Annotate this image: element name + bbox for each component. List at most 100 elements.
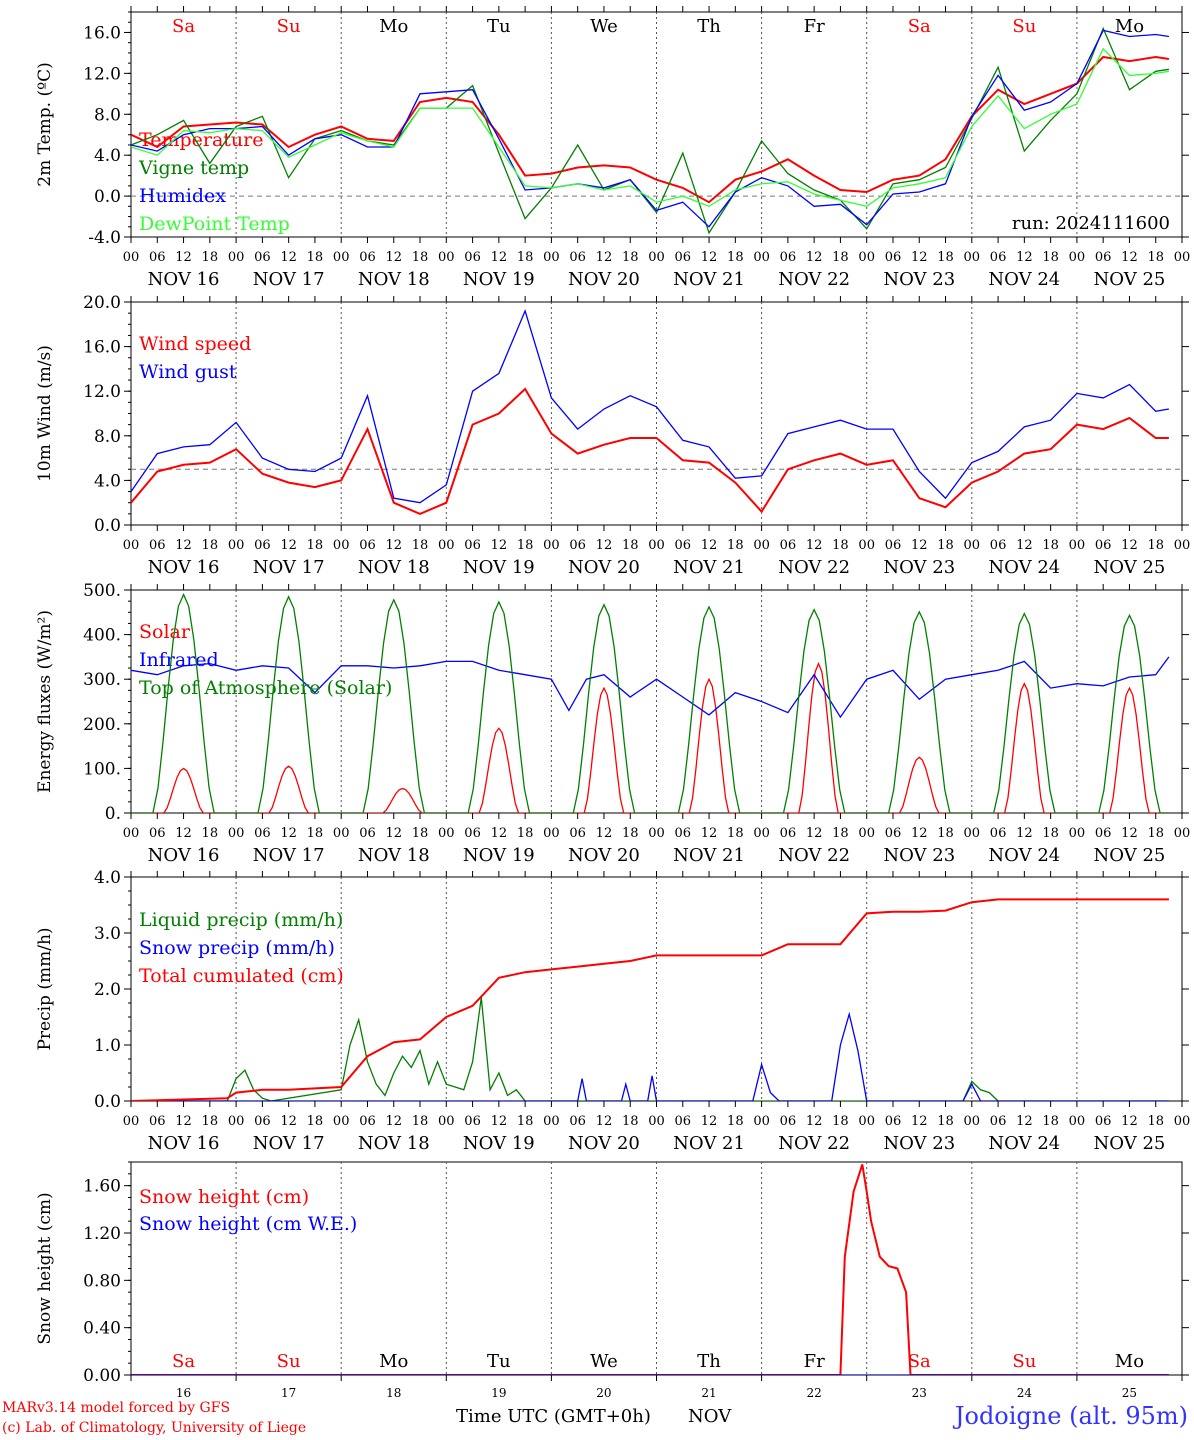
x-hour-label: 00 <box>333 1114 350 1129</box>
x-date-label: NOV 23 <box>883 845 955 866</box>
y-tick-label: 4.0 <box>94 471 121 491</box>
weekday-label: Mo <box>1115 1351 1144 1372</box>
x-day-number: 22 <box>807 1386 822 1400</box>
x-hour-label: 00 <box>228 1114 245 1129</box>
x-date-label: NOV 17 <box>253 845 325 866</box>
y-tick-label: 0.0 <box>94 1092 121 1112</box>
x-hour-label: 12 <box>385 250 402 265</box>
x-hour-label: 18 <box>307 250 324 265</box>
x-hour-label: 18 <box>412 1114 429 1129</box>
x-hour-label: 06 <box>149 250 166 265</box>
x-hour-label: 12 <box>911 826 928 841</box>
x-hour-label: 00 <box>858 538 875 553</box>
y-axis-title: 10m Wind (m/s) <box>35 345 55 482</box>
x-hour-label: 18 <box>517 826 534 841</box>
x-hour-label: 12 <box>1121 1114 1138 1129</box>
x-hour-label: 00 <box>228 250 245 265</box>
x-hour-label: 18 <box>1147 538 1164 553</box>
x-hour-label: 12 <box>491 250 508 265</box>
x-date-label: NOV 18 <box>358 269 430 290</box>
y-tick-label: 4.0 <box>94 868 121 888</box>
y-tick-label: 300. <box>83 670 121 690</box>
x-hour-label: 12 <box>596 1114 613 1129</box>
x-hour-label: 12 <box>1121 826 1138 841</box>
x-hour-label: 12 <box>491 1114 508 1129</box>
x-date-label: NOV 16 <box>148 557 220 578</box>
x-date-label: NOV 18 <box>358 1133 430 1154</box>
x-hour-label: 18 <box>1042 538 1059 553</box>
y-axis-title: Precip (mm/h) <box>35 927 55 1050</box>
x-date-label: NOV 24 <box>988 269 1060 290</box>
weekday-label: We <box>590 1351 618 1372</box>
x-hour-label: 06 <box>254 538 271 553</box>
x-hour-label: 18 <box>937 538 954 553</box>
x-hour-label: 12 <box>385 1114 402 1129</box>
x-date-label: NOV 25 <box>1094 557 1166 578</box>
x-hour-label: 18 <box>412 250 429 265</box>
x-hour-label: 12 <box>491 538 508 553</box>
x-hour-label: 18 <box>202 250 219 265</box>
x-hour-label: 18 <box>622 1114 639 1129</box>
x-hour-label: 18 <box>517 250 534 265</box>
x-date-label: NOV 21 <box>673 269 745 290</box>
x-hour-label: 06 <box>1095 250 1112 265</box>
x-date-label: NOV 18 <box>358 557 430 578</box>
x-hour-label: 06 <box>359 1114 376 1129</box>
chart-panel: 0.0 4.0 8.0 12.0 16.0 20.0 10m Wind (m/s) 00 06 1… <box>35 293 1190 578</box>
series-line <box>131 55 1170 204</box>
y-tick-label: 16.0 <box>83 23 121 43</box>
x-hour-label: 12 <box>280 250 297 265</box>
weekday-label: Mo <box>379 1351 408 1372</box>
x-hour-label: 12 <box>596 538 613 553</box>
x-hour-label: 18 <box>622 826 639 841</box>
x-hour-label: 06 <box>569 1114 586 1129</box>
x-hour-label: 12 <box>806 826 823 841</box>
x-hour-label: 00 <box>438 538 455 553</box>
legend-entry: Liquid precip (mm/h) <box>139 909 343 931</box>
y-axis-title: Energy fluxes (W/m²) <box>35 610 55 793</box>
x-hour-label: 12 <box>911 1114 928 1129</box>
x-day-number: 21 <box>701 1386 716 1400</box>
legend-entry: Temperature <box>139 129 263 151</box>
x-date-label: NOV 23 <box>883 557 955 578</box>
legend-entry: Vigne temp <box>138 157 249 179</box>
x-hour-label: 12 <box>806 1114 823 1129</box>
x-hour-label: 18 <box>1147 826 1164 841</box>
x-hour-label: 00 <box>753 826 770 841</box>
x-date-label: NOV 25 <box>1094 845 1166 866</box>
y-tick-label: 0.0 <box>94 516 121 536</box>
x-hour-label: 00 <box>648 826 665 841</box>
x-hour-label: 00 <box>1174 538 1191 553</box>
x-date-label: NOV 22 <box>778 557 850 578</box>
x-day-number: 24 <box>1017 1386 1033 1400</box>
series-line <box>131 997 1169 1101</box>
legend-entry: Humidex <box>139 185 226 207</box>
x-hour-label: 00 <box>964 250 981 265</box>
x-hour-label: 06 <box>149 538 166 553</box>
x-hour-label: 18 <box>412 538 429 553</box>
x-hour-label: 06 <box>464 1114 481 1129</box>
x-hour-label: 12 <box>1121 538 1138 553</box>
x-hour-label: 06 <box>569 538 586 553</box>
x-hour-label: 00 <box>858 250 875 265</box>
x-day-number: 19 <box>491 1386 506 1400</box>
weekday-label: Su <box>1012 1351 1036 1372</box>
y-tick-label: 2.0 <box>94 980 121 1000</box>
lab-credit: (c) Lab. of Climatology, University of L… <box>2 1420 307 1436</box>
y-tick-label: 1.0 <box>94 1036 121 1056</box>
x-hour-label: 06 <box>780 250 797 265</box>
x-hour-label: 06 <box>359 250 376 265</box>
x-hour-label: 18 <box>937 1114 954 1129</box>
x-date-label: NOV 25 <box>1094 1133 1166 1154</box>
x-hour-label: 06 <box>359 826 376 841</box>
legend-entry: Wind gust <box>139 361 237 383</box>
x-hour-label: 06 <box>885 538 902 553</box>
x-hour-label: 06 <box>569 250 586 265</box>
x-hour-label: 12 <box>385 826 402 841</box>
x-hour-label: 00 <box>964 538 981 553</box>
x-hour-label: 06 <box>885 250 902 265</box>
weekday-label: Tu <box>487 1351 511 1372</box>
y-tick-label: 1.20 <box>83 1224 121 1244</box>
legend-entry: Total cumulated (cm) <box>139 965 344 987</box>
x-hour-label: 18 <box>727 250 744 265</box>
